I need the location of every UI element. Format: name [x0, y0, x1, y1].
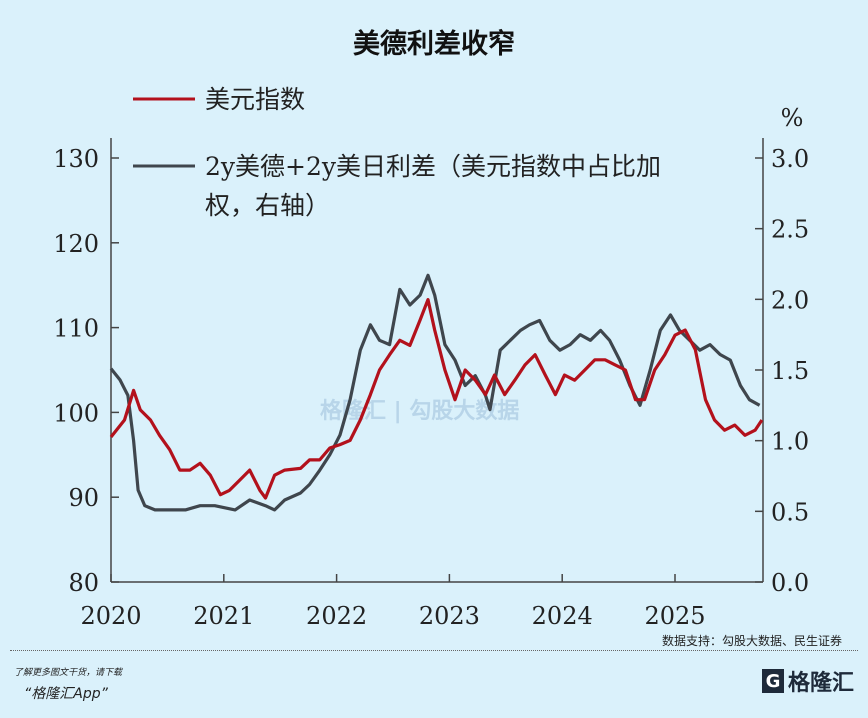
x-tick-label: 2022	[306, 602, 367, 630]
x-tick-label: 2021	[193, 602, 254, 630]
x-tick-label: 2024	[532, 602, 593, 630]
right-axis-unit: %	[781, 104, 804, 132]
right-tick-label: 3.0	[771, 145, 809, 173]
left-tick-label: 80	[68, 569, 99, 597]
right-tick-label: 2.5	[771, 216, 809, 244]
x-tick-label: 2023	[419, 602, 480, 630]
brand-logo: G 格隆汇	[761, 665, 854, 697]
chart: 80 90 100 110 120 130 0.0 0.5 1.0 1.5 2.0 2.5 3.0 202…	[53, 85, 809, 630]
source-note: 数据支持：勾股大数据、民生证券	[661, 634, 842, 648]
logo-g-icon: G	[761, 669, 784, 693]
logo-text: 格隆汇	[787, 671, 854, 696]
series-line-dxy	[109, 298, 764, 500]
promo-app-name: “格隆汇App”	[24, 686, 108, 702]
left-tick-label: 110	[53, 315, 99, 343]
chart-title: 美德利差收窄	[353, 29, 515, 60]
x-tick-label: 2025	[644, 602, 705, 630]
right-tick-label: 0.5	[771, 498, 809, 526]
divider	[10, 650, 858, 651]
legend-label-dxy: 美元指数	[205, 85, 305, 114]
left-tick-label: 100	[53, 399, 99, 427]
legend-label-spread: 2y美德+2y美日利差（美元指数中占比加	[205, 152, 661, 181]
right-tick-label: 0.0	[771, 569, 809, 597]
left-tick-label: 130	[53, 145, 99, 173]
series-line-spread	[109, 273, 761, 512]
x-tick-label: 2020	[80, 602, 141, 630]
right-tick-label: 1.0	[771, 428, 809, 456]
right-tick-label: 1.5	[771, 357, 809, 385]
legend-label-spread-cont: 权，右轴）	[205, 191, 330, 220]
right-tick-label: 2.0	[771, 286, 809, 314]
left-tick-label: 120	[53, 230, 99, 258]
watermark: 格隆汇 | 勾股大数据	[320, 399, 520, 424]
left-tick-label: 90	[68, 484, 99, 512]
promo-text: 了解更多图文干货，请下载	[14, 668, 123, 678]
